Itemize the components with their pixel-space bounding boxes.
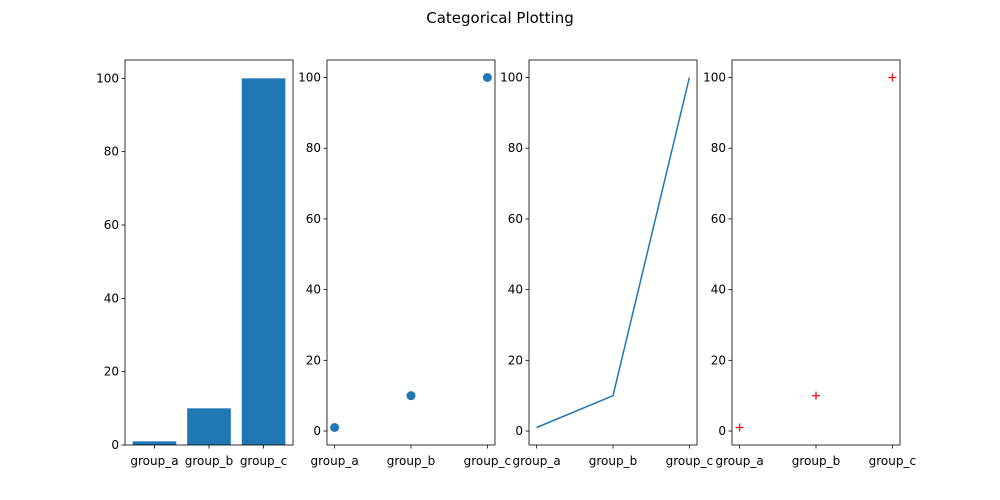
x-tick-label-group_a: group_a	[513, 454, 561, 468]
x-tick-label-group_b: group_b	[387, 454, 435, 468]
x-tick-label-group_c: group_c	[666, 454, 713, 468]
y-tick-label: 80	[711, 141, 726, 155]
y-tick-label: 60	[508, 212, 523, 226]
point-group_c	[888, 73, 897, 82]
y-tick-label: 0	[111, 438, 119, 452]
subplot-scatter: 0 20 40 60 80 100 group_a group_b group_c	[298, 59, 511, 468]
x-tick-label-group_a: group_a	[311, 454, 359, 468]
y-tick-label: 100	[703, 71, 726, 85]
point-group_b	[812, 391, 820, 400]
y-tick-label: 100	[96, 71, 119, 85]
y-tick-label: 0	[718, 424, 726, 438]
y-tick-label: 0	[313, 424, 321, 438]
x-tick-label-group_a: group_a	[716, 454, 764, 468]
x-tick-label-group_c: group_c	[869, 454, 916, 468]
axes-frame	[528, 59, 698, 446]
y-tick-label: 20	[711, 353, 726, 367]
y-tick-label: 40	[104, 291, 119, 305]
y-tick-label: 0	[515, 424, 523, 438]
y-tick-label: 20	[104, 365, 119, 379]
bar-group_a	[132, 441, 177, 445]
bar-group_c	[241, 78, 286, 445]
axes-frame	[326, 59, 496, 446]
x-tick-label-group_a: group_a	[130, 454, 178, 468]
y-tick-label: 40	[711, 283, 726, 297]
y-tick-label: 80	[306, 141, 321, 155]
y-tick-label: 80	[104, 145, 119, 159]
subplot-plus-markers: 0 20 40 60 80 100 group_a group_b group_c	[703, 59, 916, 468]
y-tick-label: 60	[104, 218, 119, 232]
y-tick-label: 40	[508, 283, 523, 297]
subplot-bar: 0 20 40 60 80 100 group_a group_b group_c	[96, 59, 294, 468]
axes-frame	[731, 59, 901, 446]
y-tick-label: 60	[711, 212, 726, 226]
subplot-line: 0 20 40 60 80 100 group_a group_b group_c	[500, 59, 713, 468]
point-group_a	[330, 423, 340, 432]
x-tick-label-group_c: group_c	[464, 454, 511, 468]
figure-title: Categorical Plotting	[426, 9, 574, 27]
x-tick-label-group_c: group_c	[240, 454, 287, 468]
bar-group_b	[187, 408, 231, 445]
x-tick-label-group_b: group_b	[589, 454, 637, 468]
y-tick-label: 100	[500, 71, 523, 85]
y-tick-label: 80	[508, 141, 523, 155]
y-tick-label: 40	[306, 283, 321, 297]
point-group_c	[482, 73, 492, 82]
y-tick-label: 20	[306, 353, 321, 367]
y-tick-label: 100	[298, 71, 321, 85]
point-group_b	[406, 391, 416, 401]
y-tick-label: 20	[508, 353, 523, 367]
x-tick-label-group_b: group_b	[185, 454, 233, 468]
point-group_a	[735, 423, 744, 432]
series-line	[536, 77, 691, 429]
x-tick-label-group_b: group_b	[792, 454, 840, 468]
y-tick-label: 60	[306, 212, 321, 226]
